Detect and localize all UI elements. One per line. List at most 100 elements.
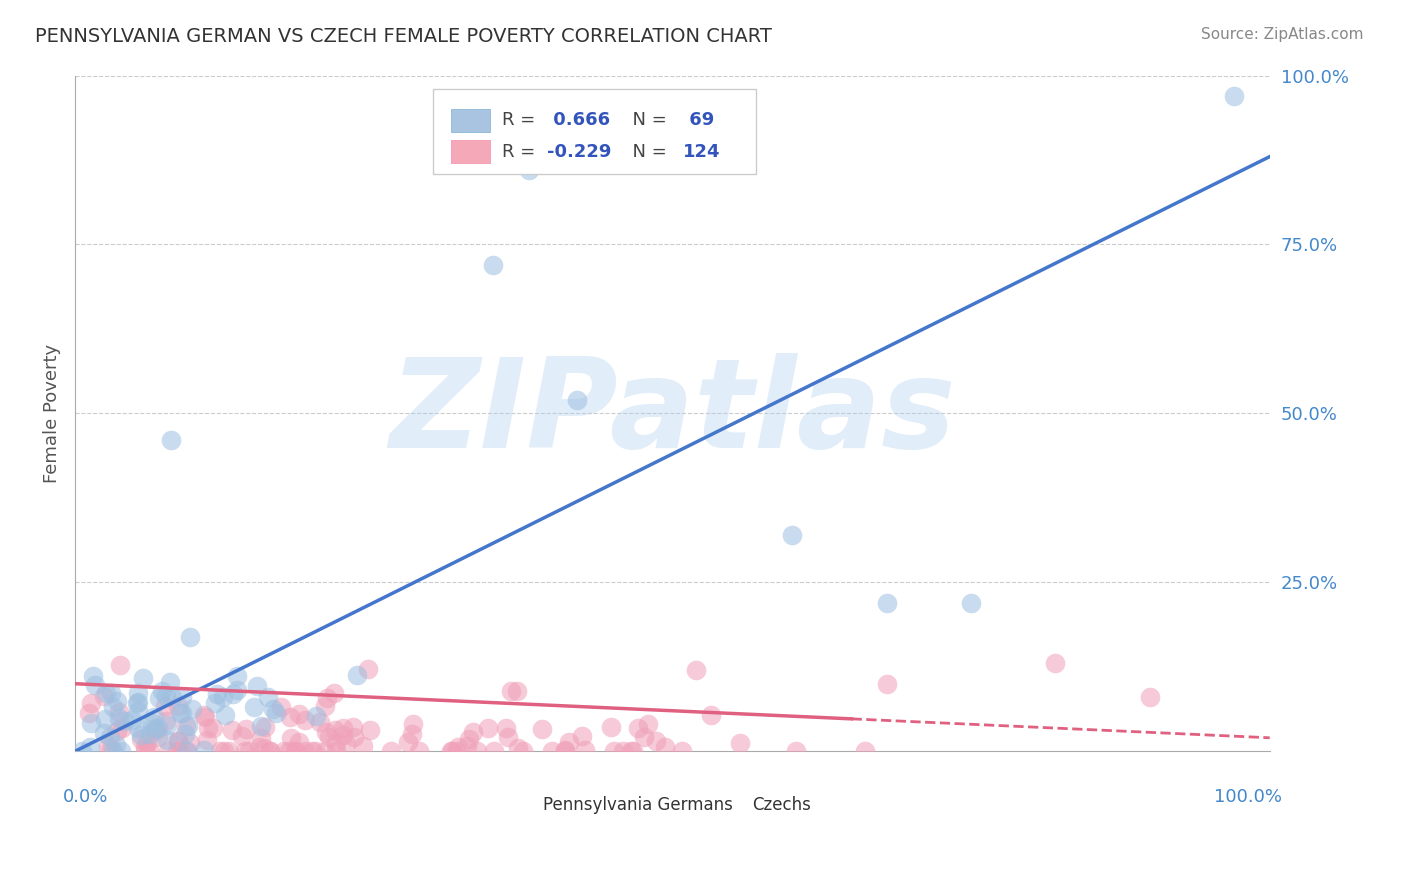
Point [212,690,235,704]
Point [352,739,374,754]
Point [461,724,484,739]
Y-axis label: Female Poverty: Female Poverty [44,343,60,483]
Point [325,737,347,751]
Point [108,711,131,725]
Point [280,731,302,746]
Point [612,744,634,758]
Point [253,720,276,734]
Point [499,684,522,698]
Point [105,739,128,753]
Point [96,686,118,700]
Point [440,744,463,758]
Point [166,744,188,758]
Point [253,740,276,755]
Point [159,434,181,448]
Point [627,721,650,735]
Point [633,730,655,744]
Point [146,722,169,736]
Point [530,723,553,737]
Point [201,721,224,735]
Point [247,739,270,754]
Point [301,744,323,758]
Point [145,723,167,737]
Point [278,710,301,724]
Point [172,690,194,704]
Point [402,716,425,731]
Point [558,735,581,749]
Point [94,712,117,726]
Point [179,736,201,750]
Point [288,706,311,721]
Point [160,690,183,705]
Point [318,730,340,744]
Point [233,744,256,758]
Point [139,726,162,740]
Point [103,744,125,758]
Point [277,744,299,758]
Point [221,723,243,737]
Point [495,721,517,735]
Point [780,528,803,542]
Point [623,744,645,758]
Point [218,744,240,758]
Point [231,729,253,743]
Text: -0.229: -0.229 [547,143,612,161]
Point [127,721,149,735]
Point [554,744,576,758]
Point [135,736,157,750]
Point [876,596,898,610]
Point [457,731,479,746]
Point [169,744,191,758]
Point [125,697,148,711]
Point [294,744,316,758]
Point [346,668,368,682]
Point [482,744,505,758]
Point [249,718,271,732]
Point [174,719,197,733]
Point [156,733,179,747]
Point [359,723,381,738]
Point [482,258,505,272]
Point [127,686,149,700]
Point [80,696,103,710]
Point [155,689,177,703]
Point [193,742,215,756]
Point [105,694,128,708]
Point [517,163,540,178]
Point [343,730,366,744]
Point [644,733,666,747]
Point [238,744,260,758]
Point [204,696,226,710]
Text: PENNSYLVANIA GERMAN VS CZECH FEMALE POVERTY CORRELATION CHART: PENNSYLVANIA GERMAN VS CZECH FEMALE POVE… [35,27,772,45]
Point [157,744,180,758]
Point [685,663,707,677]
Point [322,685,344,699]
Point [129,728,152,742]
Text: R =: R = [502,143,540,161]
Point [97,739,120,754]
Point [226,683,249,698]
Point [105,723,128,738]
Point [100,730,122,744]
Point [138,744,160,758]
Point [129,732,152,747]
Point [439,744,461,758]
Point [169,706,191,720]
FancyBboxPatch shape [451,140,489,163]
Point [167,698,190,713]
Point [315,724,337,739]
Point [447,740,470,755]
Point [332,728,354,742]
Point [853,744,876,758]
Point [273,744,295,758]
Text: Source: ZipAtlas.com: Source: ZipAtlas.com [1201,27,1364,42]
Point [257,690,280,704]
Point [148,690,170,705]
Point [93,689,115,703]
Text: ZIPatlas: ZIPatlas [389,353,956,474]
Point [357,662,380,676]
Point [194,710,217,724]
Text: Czechs: Czechs [752,796,811,814]
Text: R =: R = [502,112,540,129]
Point [101,699,124,714]
